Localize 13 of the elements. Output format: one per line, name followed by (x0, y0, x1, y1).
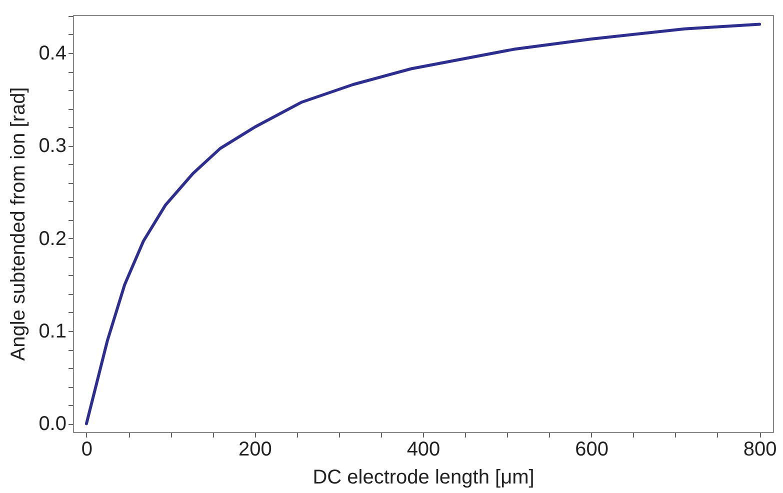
x-tick-label: 200 (238, 438, 272, 460)
y-tick-label: 0.4 (38, 42, 66, 64)
y-tick-label: 0.2 (38, 228, 66, 250)
y-tick-label: 0.3 (38, 135, 66, 158)
y-axis-title: Angle subtended from ion [rad] (8, 87, 30, 361)
x-tick-label: 400 (406, 438, 440, 460)
x-tick-label: 800 (743, 438, 777, 460)
y-tick-label: 0.0 (38, 413, 66, 436)
y-tick-label: 0.1 (38, 320, 66, 342)
x-axis-title: DC electrode length [μm] (312, 466, 534, 488)
x-tick-label: 600 (575, 438, 608, 460)
x-tick-label: 0 (81, 438, 93, 460)
line-series (84, 22, 762, 426)
